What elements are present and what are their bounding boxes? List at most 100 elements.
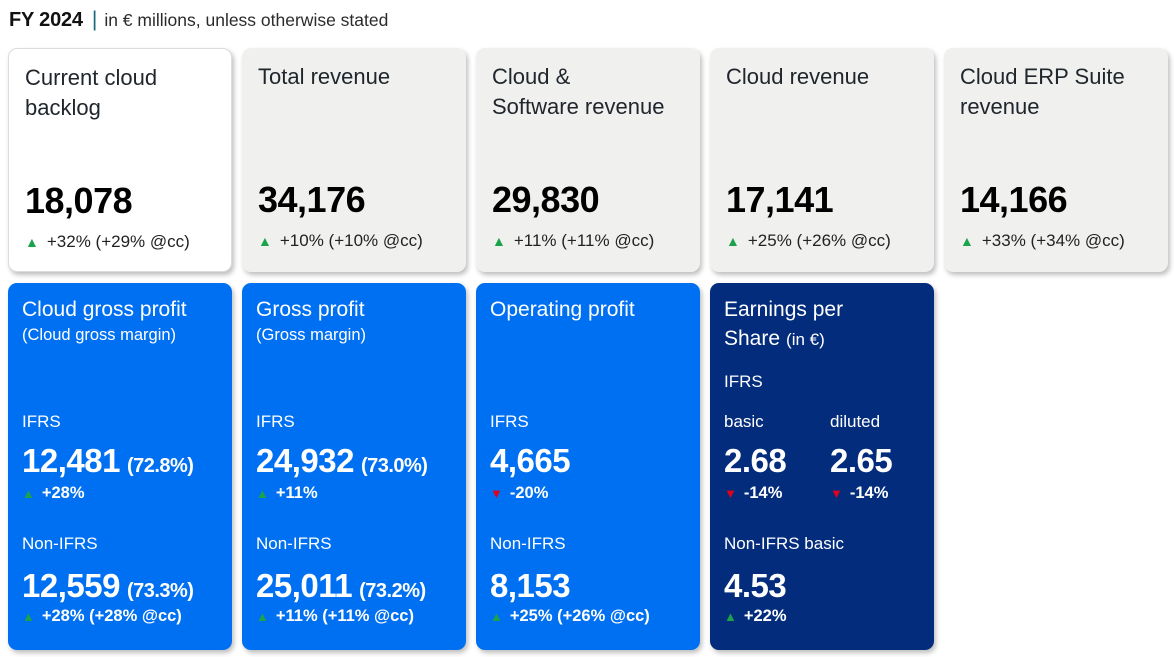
kpi-card-cloud-software-revenue: Cloud & Software revenue 29,830 ▲ +11% (… — [476, 48, 700, 272]
value-margin: (73.0%) — [360, 455, 428, 477]
card-subtitle: (Gross margin) — [256, 326, 367, 344]
card-title: Cloud gross profit — [22, 298, 187, 321]
card-title: Earnings per Share (in €) — [724, 295, 924, 354]
card-header: Earnings per Share (in €) — [724, 295, 924, 354]
non-ifrs-basic-label: Non-IFRS basic — [724, 534, 844, 553]
change-text: +22% — [743, 607, 787, 625]
kpi-card-total-revenue: Total revenue 34,176 ▲ +10% (+10% @cc) — [242, 48, 466, 272]
ifrs-label: IFRS — [256, 412, 295, 431]
trend-up-icon: ▲ — [22, 486, 35, 501]
card-change: ▲ +25% (+26% @cc) — [726, 231, 891, 251]
change-text: +32% (+29% @cc) — [46, 232, 190, 251]
kpi-card-cloud-gross-profit: Cloud gross profit (Cloud gross margin) … — [8, 283, 232, 650]
ifrs-label: IFRS — [724, 372, 763, 391]
card-title: Operating profit — [490, 298, 635, 321]
ifrs-change: ▲ +11% — [256, 484, 318, 503]
card-change: ▲ +32% (+29% @cc) — [25, 232, 190, 252]
trend-up-icon: ▲ — [258, 233, 272, 249]
card-header: Cloud gross profit (Cloud gross margin) — [22, 295, 222, 346]
basic-label: basic — [724, 412, 764, 431]
card-value: 17,141 — [726, 179, 834, 220]
header-separator: | — [91, 8, 98, 31]
kpi-card-cloud-erp-suite-revenue: Cloud ERP Suite revenue 14,166 ▲ +33% (+… — [944, 48, 1168, 272]
ifrs-value: 4,665 — [490, 441, 694, 486]
non-ifrs-basic-change: ▲ +22% — [724, 607, 787, 626]
non-ifrs-change: ▲ +11% (+11% @cc) — [256, 607, 414, 626]
non-ifrs-value: 12,559 (73.3%) — [22, 566, 226, 611]
card-change: ▲ +11% (+11% @cc) — [492, 231, 654, 251]
non-ifrs-change: ▲ +25% (+26% @cc) — [490, 607, 650, 626]
trend-up-icon: ▲ — [25, 234, 39, 250]
non-ifrs-label: Non-IFRS — [490, 534, 566, 553]
trend-down-icon: ▼ — [490, 486, 503, 501]
change-text: -20% — [509, 484, 549, 502]
card-title: Cloud & Software revenue — [492, 64, 665, 119]
card-value: 34,176 — [258, 179, 366, 220]
change-text: +25% (+26% @cc) — [509, 607, 650, 625]
page-header: FY 2024 | in € millions, unless otherwis… — [9, 8, 388, 32]
non-ifrs-change: ▲ +28% (+28% @cc) — [22, 607, 182, 626]
change-text: -14% — [743, 484, 783, 502]
kpi-card-cloud-revenue: Cloud revenue 17,141 ▲ +25% (+26% @cc) — [710, 48, 934, 272]
card-title: Cloud revenue — [726, 64, 870, 89]
card-header: Gross profit (Gross margin) — [256, 295, 456, 346]
ifrs-label: IFRS — [22, 412, 61, 431]
trend-up-icon: ▲ — [256, 486, 269, 501]
ifrs-change: ▲ +28% — [22, 484, 85, 503]
trend-up-icon: ▲ — [960, 233, 974, 249]
non-ifrs-label: Non-IFRS — [22, 534, 98, 553]
non-ifrs-label: Non-IFRS — [256, 534, 332, 553]
change-text: +11% (+11% @cc) — [275, 607, 414, 625]
change-text: +11% — [275, 484, 318, 502]
card-title: Current cloud backlog — [25, 65, 158, 120]
fiscal-year-label: FY 2024 — [9, 9, 83, 31]
basic-change: ▼ -14% — [724, 484, 782, 503]
trend-up-icon: ▲ — [22, 609, 35, 624]
diluted-value: 2.65 — [830, 442, 893, 479]
value-margin: (73.2%) — [359, 580, 426, 602]
value-margin: (72.8%) — [126, 455, 194, 477]
ifrs-change: ▼ -20% — [490, 484, 548, 503]
card-value: 18,078 — [25, 180, 133, 221]
trend-up-icon: ▲ — [726, 233, 740, 249]
change-text: -14% — [849, 484, 889, 502]
value-number: 12,559 — [22, 567, 120, 604]
ifrs-value: 24,932 (73.0%) — [256, 441, 460, 486]
change-text: +10% (+10% @cc) — [279, 231, 423, 250]
non-ifrs-value: 8,153 — [490, 566, 694, 611]
kpi-card-current-cloud-backlog: Current cloud backlog 18,078 ▲ +32% (+29… — [8, 48, 232, 272]
title-text: Earnings per Share — [724, 298, 844, 350]
change-text: +28% (+28% @cc) — [41, 607, 182, 625]
value-number: 12,481 — [22, 442, 120, 479]
top-kpi-row: Current cloud backlog 18,078 ▲ +32% (+29… — [8, 48, 1168, 272]
value-number: 24,932 — [256, 442, 354, 479]
card-header: Operating profit — [490, 295, 690, 324]
card-value: 29,830 — [492, 179, 600, 220]
change-text: +28% — [41, 484, 85, 502]
trend-down-icon: ▼ — [724, 486, 737, 501]
diluted-label: diluted — [830, 412, 881, 431]
card-title: Cloud ERP Suite revenue — [960, 64, 1125, 119]
kpi-card-operating-profit: Operating profit IFRS 4,665 ▼ -20% Non-I… — [476, 283, 700, 650]
card-change: ▲ +33% (+34% @cc) — [960, 231, 1125, 251]
card-change: ▲ +10% (+10% @cc) — [258, 231, 423, 251]
value-number: 8,153 — [490, 567, 571, 604]
value-margin: (73.3%) — [126, 580, 194, 602]
bottom-kpi-row: Cloud gross profit (Cloud gross margin) … — [8, 283, 934, 650]
value-number: 25,011 — [256, 567, 353, 604]
diluted-change: ▼ -14% — [830, 484, 888, 503]
ifrs-label: IFRS — [490, 412, 529, 431]
non-ifrs-basic-value: 4.53 — [724, 567, 787, 604]
card-value: 14,166 — [960, 179, 1068, 220]
kpi-card-earnings-per-share: Earnings per Share (in €) IFRS basic dilu… — [710, 283, 934, 650]
value-number: 4,665 — [490, 442, 571, 479]
card-subtitle: (Cloud gross margin) — [22, 326, 177, 344]
trend-up-icon: ▲ — [490, 609, 503, 624]
trend-up-icon: ▲ — [492, 233, 506, 249]
change-text: +33% (+34% @cc) — [981, 231, 1125, 250]
change-text: +11% (+11% @cc) — [513, 231, 655, 250]
header-subtitle: in € millions, unless otherwise stated — [104, 10, 389, 30]
basic-value: 2.68 — [724, 442, 787, 479]
ifrs-value: 12,481 (72.8%) — [22, 441, 226, 486]
trend-up-icon: ▲ — [256, 609, 269, 624]
